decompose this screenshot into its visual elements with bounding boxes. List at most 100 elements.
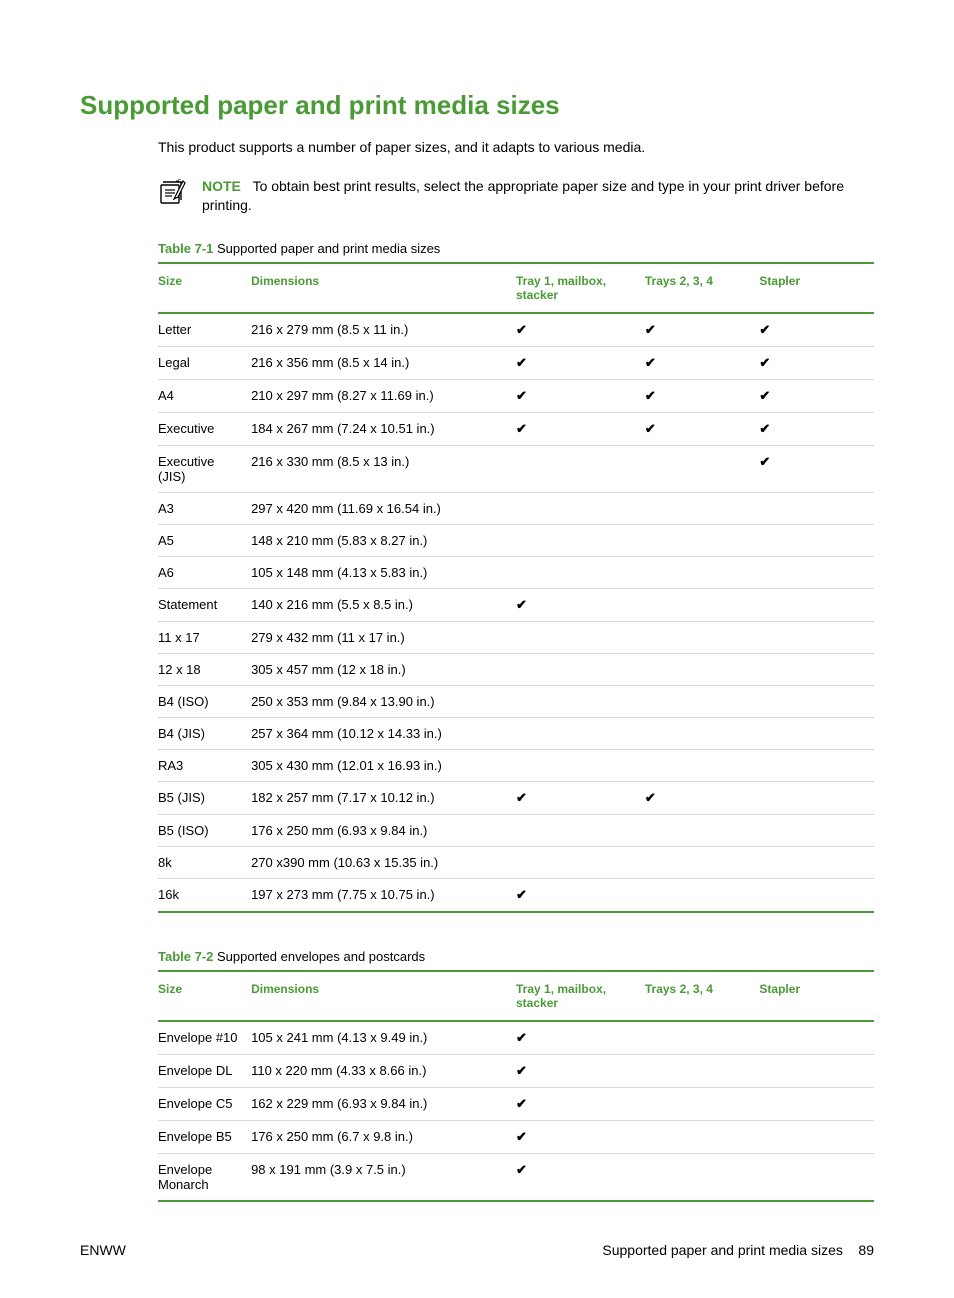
table-row: A5148 x 210 mm (5.83 x 8.27 in.) (158, 524, 874, 556)
cell-dimensions: 197 x 273 mm (7.75 x 10.75 in.) (251, 878, 516, 912)
table-row: 11 x 17279 x 432 mm (11 x 17 in.) (158, 621, 874, 653)
cell-stapler: ✔ (759, 412, 874, 445)
cell-trays234 (645, 814, 760, 846)
th-tray1: Tray 1, mailbox, stacker (516, 263, 645, 313)
table-row: Envelope B5176 x 250 mm (6.7 x 9.8 in.)✔ (158, 1120, 874, 1153)
cell-dimensions: 105 x 148 mm (4.13 x 5.83 in.) (251, 556, 516, 588)
cell-trays234 (645, 846, 760, 878)
table2-caption-rest: Supported envelopes and postcards (213, 949, 425, 964)
cell-size: Legal (158, 346, 251, 379)
cell-dimensions: 216 x 330 mm (8.5 x 13 in.) (251, 445, 516, 492)
table-row: A3297 x 420 mm (11.69 x 16.54 in.) (158, 492, 874, 524)
cell-stapler (759, 588, 874, 621)
table-row: Envelope C5162 x 229 mm (6.93 x 9.84 in.… (158, 1087, 874, 1120)
table-row: Executive (JIS)216 x 330 mm (8.5 x 13 in… (158, 445, 874, 492)
cell-tray1 (516, 445, 645, 492)
cell-size: A3 (158, 492, 251, 524)
table2-caption: Table 7-2 Supported envelopes and postca… (158, 949, 874, 964)
cell-tray1 (516, 814, 645, 846)
check-icon: ✔ (645, 388, 656, 403)
cell-tray1 (516, 717, 645, 749)
page-title: Supported paper and print media sizes (80, 90, 874, 121)
cell-stapler: ✔ (759, 346, 874, 379)
table-row: B4 (ISO)250 x 353 mm (9.84 x 13.90 in.) (158, 685, 874, 717)
cell-dimensions: 110 x 220 mm (4.33 x 8.66 in.) (251, 1054, 516, 1087)
table-row: Letter216 x 279 mm (8.5 x 11 in.)✔✔✔ (158, 313, 874, 347)
cell-tray1 (516, 749, 645, 781)
cell-trays234: ✔ (645, 346, 760, 379)
check-icon: ✔ (516, 887, 527, 902)
note-icon (158, 179, 188, 208)
cell-stapler (759, 653, 874, 685)
cell-size: Envelope #10 (158, 1021, 251, 1055)
check-icon: ✔ (516, 355, 527, 370)
cell-dimensions: 216 x 356 mm (8.5 x 14 in.) (251, 346, 516, 379)
cell-trays234 (645, 1021, 760, 1055)
table1-caption: Table 7-1 Supported paper and print medi… (158, 241, 874, 256)
footer-section-title: Supported paper and print media sizes (602, 1242, 842, 1258)
th-dimensions: Dimensions (251, 263, 516, 313)
cell-dimensions: 184 x 267 mm (7.24 x 10.51 in.) (251, 412, 516, 445)
cell-dimensions: 176 x 250 mm (6.7 x 9.8 in.) (251, 1120, 516, 1153)
cell-tray1: ✔ (516, 1153, 645, 1201)
cell-dimensions: 162 x 229 mm (6.93 x 9.84 in.) (251, 1087, 516, 1120)
cell-stapler: ✔ (759, 445, 874, 492)
th-dimensions: Dimensions (251, 971, 516, 1021)
cell-trays234 (645, 492, 760, 524)
cell-tray1: ✔ (516, 878, 645, 912)
cell-stapler (759, 781, 874, 814)
cell-dimensions: 140 x 216 mm (5.5 x 8.5 in.) (251, 588, 516, 621)
cell-trays234 (645, 621, 760, 653)
footer-right: Supported paper and print media sizes 89 (602, 1242, 874, 1258)
cell-dimensions: 257 x 364 mm (10.12 x 14.33 in.) (251, 717, 516, 749)
cell-tray1 (516, 846, 645, 878)
cell-trays234 (645, 1120, 760, 1153)
cell-size: RA3 (158, 749, 251, 781)
cell-size: Envelope DL (158, 1054, 251, 1087)
cell-size: B4 (JIS) (158, 717, 251, 749)
cell-tray1: ✔ (516, 379, 645, 412)
th-stapler: Stapler (759, 971, 874, 1021)
cell-size: Executive (158, 412, 251, 445)
check-icon: ✔ (645, 421, 656, 436)
cell-tray1: ✔ (516, 313, 645, 347)
cell-size: Statement (158, 588, 251, 621)
cell-trays234 (645, 524, 760, 556)
cell-size: Executive (JIS) (158, 445, 251, 492)
cell-tray1: ✔ (516, 346, 645, 379)
cell-tray1 (516, 653, 645, 685)
table1: Size Dimensions Tray 1, mailbox, stacker… (158, 262, 874, 913)
cell-stapler (759, 814, 874, 846)
table-row: B5 (ISO)176 x 250 mm (6.93 x 9.84 in.) (158, 814, 874, 846)
cell-size: Envelope C5 (158, 1087, 251, 1120)
table-row: Envelope #10105 x 241 mm (4.13 x 9.49 in… (158, 1021, 874, 1055)
table-row: Envelope DL110 x 220 mm (4.33 x 8.66 in.… (158, 1054, 874, 1087)
th-trays234: Trays 2, 3, 4 (645, 971, 760, 1021)
check-icon: ✔ (516, 1129, 527, 1144)
cell-stapler (759, 1120, 874, 1153)
cell-stapler (759, 846, 874, 878)
note-text: NOTE To obtain best print results, selec… (202, 177, 874, 215)
cell-dimensions: 182 x 257 mm (7.17 x 10.12 in.) (251, 781, 516, 814)
th-tray1: Tray 1, mailbox, stacker (516, 971, 645, 1021)
cell-stapler (759, 717, 874, 749)
cell-size: A6 (158, 556, 251, 588)
cell-size: A4 (158, 379, 251, 412)
cell-trays234 (645, 445, 760, 492)
table1-header-row: Size Dimensions Tray 1, mailbox, stacker… (158, 263, 874, 313)
table-row: A4210 x 297 mm (8.27 x 11.69 in.)✔✔✔ (158, 379, 874, 412)
cell-dimensions: 250 x 353 mm (9.84 x 13.90 in.) (251, 685, 516, 717)
th-stapler: Stapler (759, 263, 874, 313)
table-row: 16k197 x 273 mm (7.75 x 10.75 in.)✔ (158, 878, 874, 912)
cell-tray1: ✔ (516, 1087, 645, 1120)
cell-trays234 (645, 717, 760, 749)
cell-trays234 (645, 1153, 760, 1201)
cell-tray1: ✔ (516, 1021, 645, 1055)
th-trays234: Trays 2, 3, 4 (645, 263, 760, 313)
check-icon: ✔ (645, 355, 656, 370)
cell-dimensions: 279 x 432 mm (11 x 17 in.) (251, 621, 516, 653)
check-icon: ✔ (516, 1063, 527, 1078)
cell-stapler (759, 878, 874, 912)
check-icon: ✔ (516, 388, 527, 403)
check-icon: ✔ (516, 1096, 527, 1111)
